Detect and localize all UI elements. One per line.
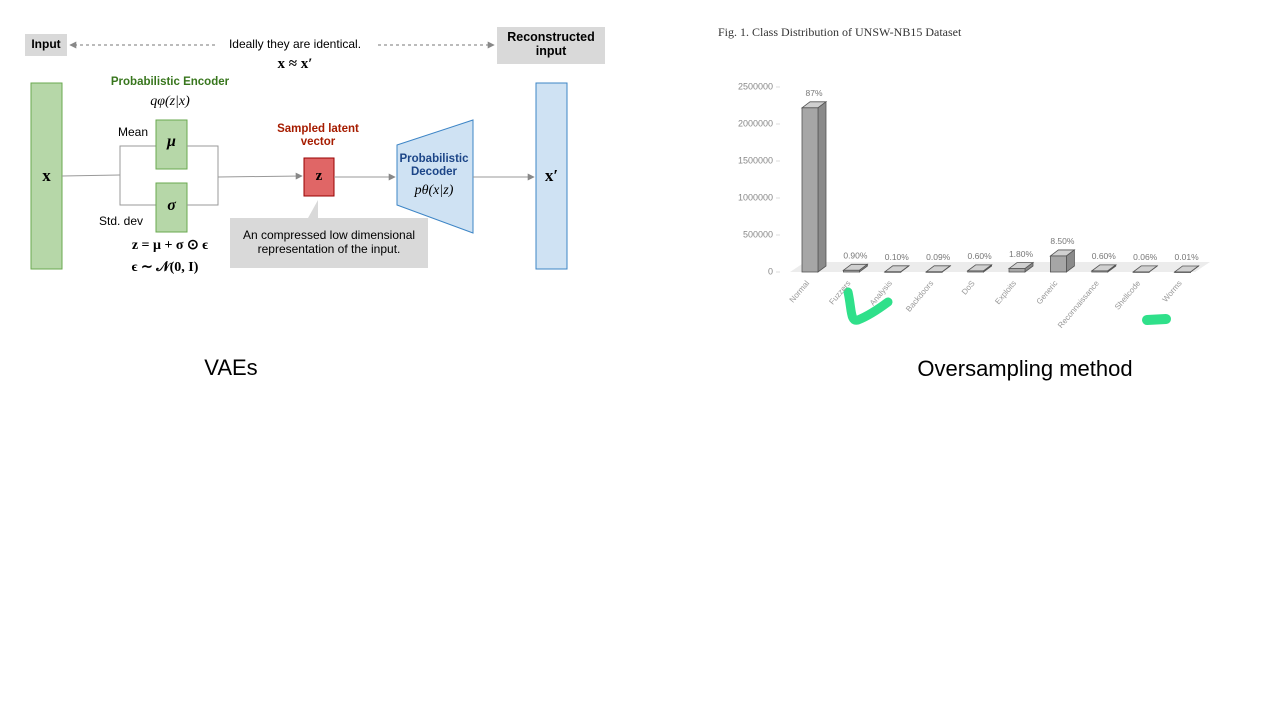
mu-node [155, 119, 188, 170]
z-equation: z = μ + σ ⊙ ϵ [131, 238, 209, 253]
callout-text: An compressed low dimensional representa… [242, 228, 416, 256]
y-tick-label: 2000000 [738, 118, 773, 128]
x-tick-label: Exploits [993, 279, 1018, 306]
bar [1091, 270, 1109, 273]
value-label: 8.50% [1050, 236, 1075, 246]
value-label: 0.90% [843, 251, 868, 261]
std-label: Std. dev [98, 214, 144, 228]
x-tick-label: Reconnaissance [1056, 278, 1101, 330]
y-tick-label: 500000 [743, 229, 773, 239]
caption: VAEs [204, 355, 258, 380]
value-label: 0.01% [1175, 252, 1200, 262]
xprime-label: x′ [544, 166, 559, 185]
mean-label: Mean [117, 125, 149, 139]
decoder-shape [396, 119, 474, 234]
edge [119, 145, 156, 206]
y-tick-label: 1000000 [738, 192, 773, 202]
value-label: 0.06% [1133, 252, 1158, 262]
sigma-node [155, 182, 188, 233]
bar [967, 270, 984, 273]
scribble [843, 287, 893, 325]
x-tick-label: Normal [788, 279, 812, 305]
value-label: 1.80% [1009, 249, 1034, 259]
x-tick-label: Backdoors [904, 279, 935, 314]
edge [61, 174, 121, 177]
value-label: 0.60% [1092, 251, 1117, 261]
bar [1050, 255, 1067, 273]
latent-title: Sampled latent vector [277, 123, 359, 149]
encoder-formula: qφ(z|x) [150, 94, 190, 109]
y-tick-label: 2500000 [738, 81, 773, 91]
mu-label: μ [167, 133, 176, 150]
input-box [25, 34, 67, 56]
chart-title: Fig. 1. Class Distribution of UNSW-NB15 … [718, 25, 962, 39]
caption: Oversampling method [917, 356, 1133, 381]
xprime-node [535, 82, 568, 270]
sigma-label: σ [167, 197, 176, 214]
decoder-formula: pθ(x|z) [414, 183, 454, 198]
x-tick-label: DoS [960, 279, 977, 297]
bar [1132, 271, 1150, 273]
callout-box [230, 200, 428, 268]
z-node [303, 157, 335, 197]
decoder-title: Probabilistic Decoder [399, 153, 469, 179]
edge [187, 145, 219, 206]
x-tick-label: Shellcode [1113, 278, 1143, 311]
x-label: x [42, 166, 51, 185]
x-node [30, 82, 63, 270]
edge [217, 172, 303, 180]
bar [925, 271, 943, 273]
identical-note: Ideally they are identical. [215, 37, 375, 52]
value-label: 0.09% [926, 252, 951, 262]
z-label: z [315, 168, 323, 184]
y-tick-label: 0 [768, 266, 773, 276]
bar [801, 107, 819, 273]
value-label: 0.60% [968, 251, 993, 261]
eps-equation: ϵ ∼ 𝒩(0, I) [131, 260, 199, 275]
reconstructed-label: Reconstructed input [507, 30, 595, 59]
encoder-title: Probabilistic Encoder [110, 76, 230, 88]
scribble [1142, 314, 1171, 325]
approx: x ≈ x′ [277, 56, 313, 72]
x-tick-label: Worms [1161, 279, 1184, 304]
value-label: 87% [805, 88, 822, 98]
input-label: Input [31, 37, 61, 51]
bar [1174, 271, 1191, 273]
x-tick-label: Generic [1035, 279, 1060, 306]
value-label: 0.10% [885, 252, 910, 262]
bar [843, 269, 860, 273]
bar [1008, 268, 1026, 273]
y-tick-label: 1500000 [738, 155, 773, 165]
bar [884, 271, 902, 273]
bar-side [817, 101, 827, 273]
reconstructed-box [497, 27, 605, 64]
